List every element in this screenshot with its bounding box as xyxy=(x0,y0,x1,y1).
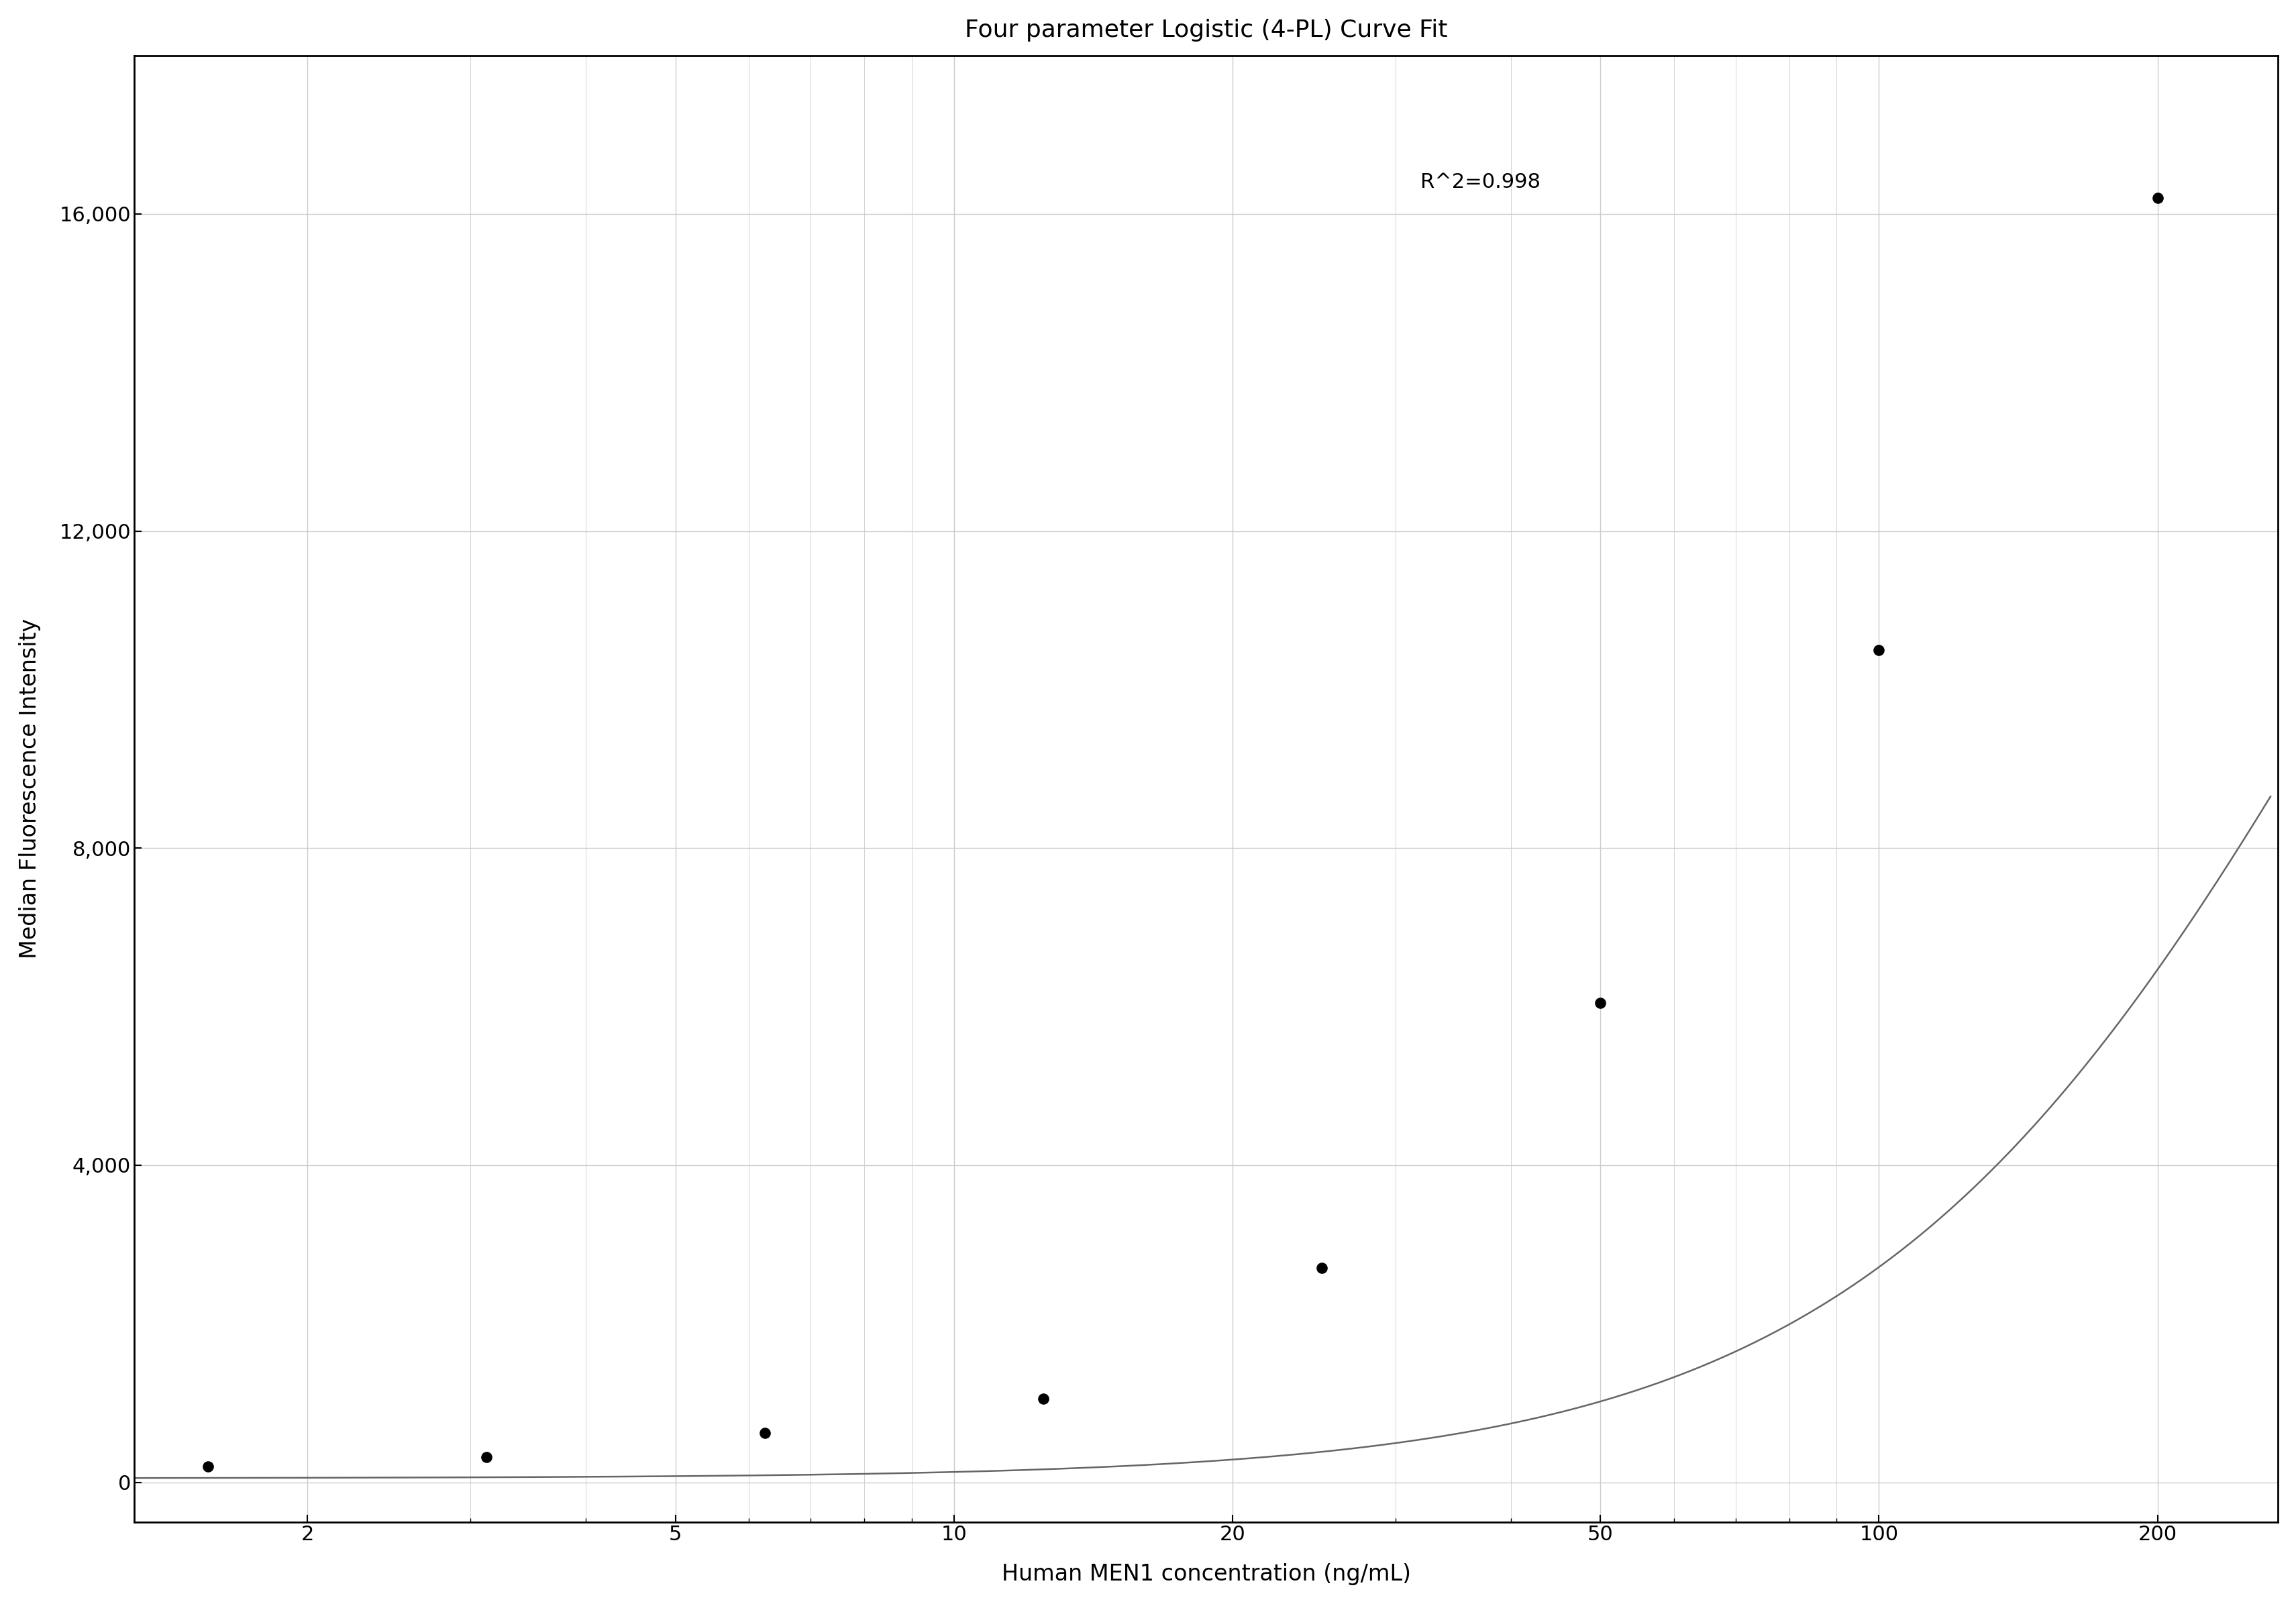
Point xyxy=(191,1453,227,1479)
Point xyxy=(1304,1256,1341,1282)
Title: Four parameter Logistic (4-PL) Curve Fit: Four parameter Logistic (4-PL) Curve Fit xyxy=(964,19,1446,42)
Point xyxy=(1860,637,1896,662)
Y-axis label: Median Fluorescence Intensity: Median Fluorescence Intensity xyxy=(18,619,41,959)
Point xyxy=(468,1444,505,1469)
Point xyxy=(746,1420,783,1445)
Point xyxy=(1582,990,1619,1015)
Text: R^2=0.998: R^2=0.998 xyxy=(1421,173,1541,192)
Point xyxy=(1024,1386,1061,1412)
X-axis label: Human MEN1 concentration (ng/mL): Human MEN1 concentration (ng/mL) xyxy=(1001,1564,1410,1585)
Point xyxy=(2138,184,2174,210)
